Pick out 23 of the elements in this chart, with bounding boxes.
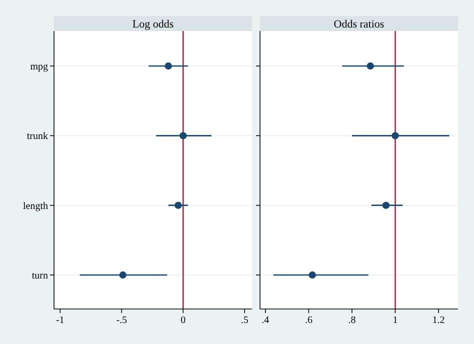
x-tick-label: -1 (56, 315, 64, 326)
point (180, 132, 187, 140)
y-tick-label: length (23, 200, 48, 212)
x-tick-label: .5 (240, 315, 248, 326)
x-tick-label: -.5 (116, 315, 128, 326)
point (366, 62, 374, 70)
y-tick-label: turn (32, 270, 48, 282)
y-tick-label: mpg (30, 62, 48, 72)
point (308, 271, 316, 279)
y-tick-label: trunk (26, 131, 48, 142)
x-tick-label: .8 (348, 315, 356, 326)
point (164, 62, 172, 70)
x-tick-label: .6 (304, 315, 312, 326)
point (174, 202, 182, 209)
chart-title: Log odds (132, 18, 174, 30)
point (382, 202, 390, 209)
x-tick-label: 0 (180, 315, 186, 326)
x-tick-label: 1 (392, 315, 398, 326)
point (119, 271, 126, 279)
point (392, 132, 399, 140)
x-tick-label: 1.2 (432, 315, 445, 326)
x-tick-label: .4 (262, 315, 270, 326)
chart-title: Odds ratios (334, 18, 384, 30)
